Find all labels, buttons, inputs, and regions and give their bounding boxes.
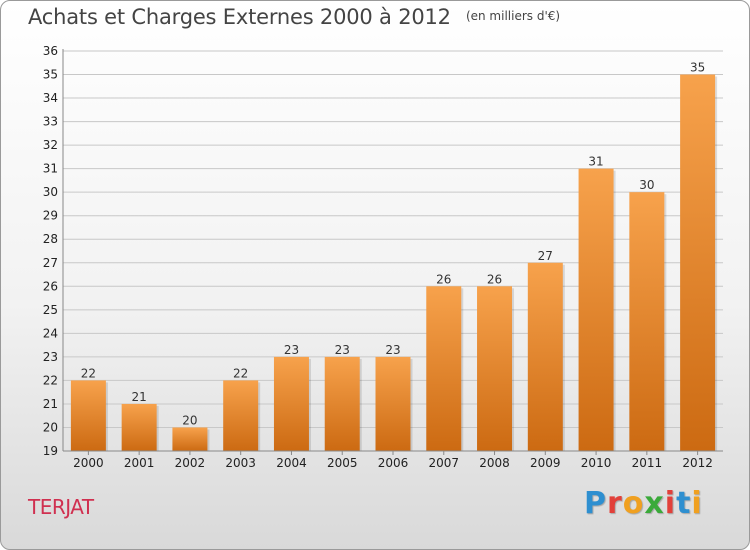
chart-title: Achats et Charges Externes 2000 à 2012 <box>28 5 451 29</box>
data-label-2012: 35 <box>690 61 705 75</box>
commune-name: TERJAT <box>28 495 94 519</box>
bar-2009 <box>527 262 563 451</box>
logo-letter: o <box>622 486 645 521</box>
y-tick-label-31: 31 <box>43 162 58 176</box>
x-tick-label-2011: 2011 <box>632 456 663 470</box>
bar-2007 <box>426 286 462 451</box>
y-tick-label-29: 29 <box>43 209 58 223</box>
data-label-2006: 23 <box>385 343 400 357</box>
y-tick-label-25: 25 <box>43 303 58 317</box>
bar-2000 <box>70 380 106 451</box>
x-tick-label-2009: 2009 <box>530 456 561 470</box>
y-tick-label-21: 21 <box>43 397 58 411</box>
y-tick-label-23: 23 <box>43 350 58 364</box>
y-tick-label-32: 32 <box>43 138 58 152</box>
y-tick-label-22: 22 <box>43 373 58 387</box>
data-label-2009: 27 <box>538 249 553 263</box>
y-tick-label-30: 30 <box>43 185 58 199</box>
logo-letter: x <box>644 486 665 521</box>
data-label-2011: 30 <box>639 178 654 192</box>
x-tick-label-2000: 2000 <box>73 456 104 470</box>
data-label-2010: 31 <box>588 155 603 169</box>
data-label-2004: 23 <box>284 343 299 357</box>
y-tick-label-27: 27 <box>43 256 58 270</box>
y-tick-label-33: 33 <box>43 115 58 129</box>
bar-2003 <box>223 380 259 451</box>
data-label-2005: 23 <box>335 343 350 357</box>
bar-2001 <box>121 403 157 451</box>
x-tick-label-2007: 2007 <box>428 456 459 470</box>
data-label-2001: 21 <box>132 390 147 404</box>
bar-2008 <box>477 286 513 451</box>
x-tick-label-2012: 2012 <box>682 456 713 470</box>
x-tick-label-2010: 2010 <box>581 456 612 470</box>
logo-letter: i <box>664 486 677 521</box>
y-tick-label-35: 35 <box>43 68 58 82</box>
y-tick-label-26: 26 <box>43 279 58 293</box>
y-tick-label-28: 28 <box>43 232 58 246</box>
y-tick-label-34: 34 <box>43 91 58 105</box>
bar-2004 <box>273 356 309 451</box>
proxiti-logo[interactable]: Proxiti <box>584 486 703 521</box>
logo-letter: i <box>691 486 703 521</box>
x-tick-label-2002: 2002 <box>175 456 206 470</box>
bar-2006 <box>375 356 411 451</box>
x-tick-label-2003: 2003 <box>225 456 256 470</box>
axis-layer: 19 20 21 22 23 24 25 26 27 28 29 30 31 32 33 34 35 36 2000… <box>43 44 723 470</box>
bar-2002 <box>172 427 208 451</box>
data-label-2000: 22 <box>81 366 96 380</box>
data-label-2008: 26 <box>487 272 502 286</box>
title-row: Achats et Charges Externes 2000 à 2012 (… <box>28 5 560 29</box>
x-tick-label-2008: 2008 <box>479 456 510 470</box>
y-tick-label-24: 24 <box>43 326 58 340</box>
y-tick-label-20: 20 <box>43 420 58 434</box>
y-tick-label-19: 19 <box>43 444 58 458</box>
logo-letter: r <box>607 486 623 521</box>
logo-letter: P <box>584 486 607 521</box>
bar-2012 <box>680 74 716 451</box>
y-tick-label-36: 36 <box>43 44 58 58</box>
chart-subtitle: (en milliers d'€) <box>465 9 561 23</box>
data-label-2007: 26 <box>436 272 451 286</box>
x-tick-label-2004: 2004 <box>276 456 307 470</box>
bar-layer: 22 21 20 22 23 23 23 26 26 27 31 30 35 <box>70 61 718 452</box>
bar-2011 <box>629 192 665 452</box>
data-label-2002: 20 <box>182 413 197 427</box>
bar-2005 <box>324 356 360 451</box>
x-tick-label-2005: 2005 <box>327 456 358 470</box>
x-tick-label-2001: 2001 <box>124 456 155 470</box>
x-tick-label-2006: 2006 <box>378 456 409 470</box>
logo-letter: t <box>676 486 692 521</box>
bar-2010 <box>578 168 614 451</box>
data-label-2003: 22 <box>233 366 248 380</box>
